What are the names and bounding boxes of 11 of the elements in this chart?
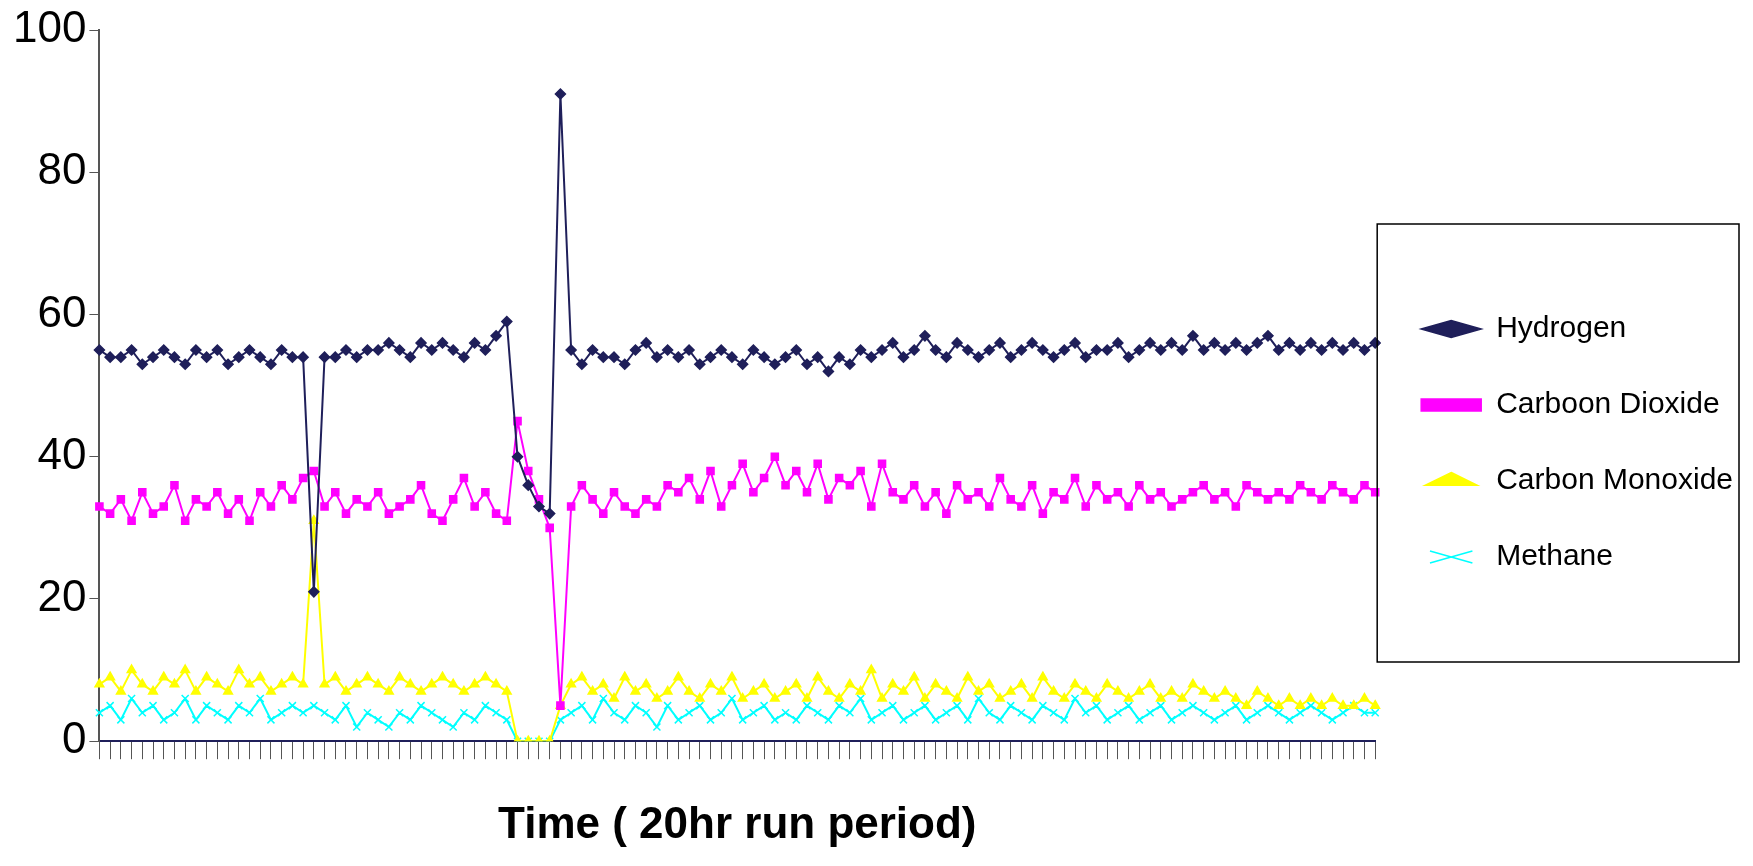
legend-label: Hydrogen (1496, 310, 1627, 344)
y-tick-label: 80 (37, 144, 87, 194)
y-tick-label: 0 (61, 713, 87, 763)
legend-label: Methane (1496, 538, 1613, 572)
legend-label: Carbon Monoxide (1496, 462, 1734, 496)
y-tick-label: 60 (37, 286, 87, 336)
legend-label: Carboon Dioxide (1496, 386, 1720, 420)
y-tick-label: 100 (12, 2, 87, 52)
y-tick-label: 20 (37, 571, 87, 621)
x-axis-title: Time ( 20hr run period) (498, 797, 977, 847)
y-tick-label: 40 (37, 428, 87, 478)
